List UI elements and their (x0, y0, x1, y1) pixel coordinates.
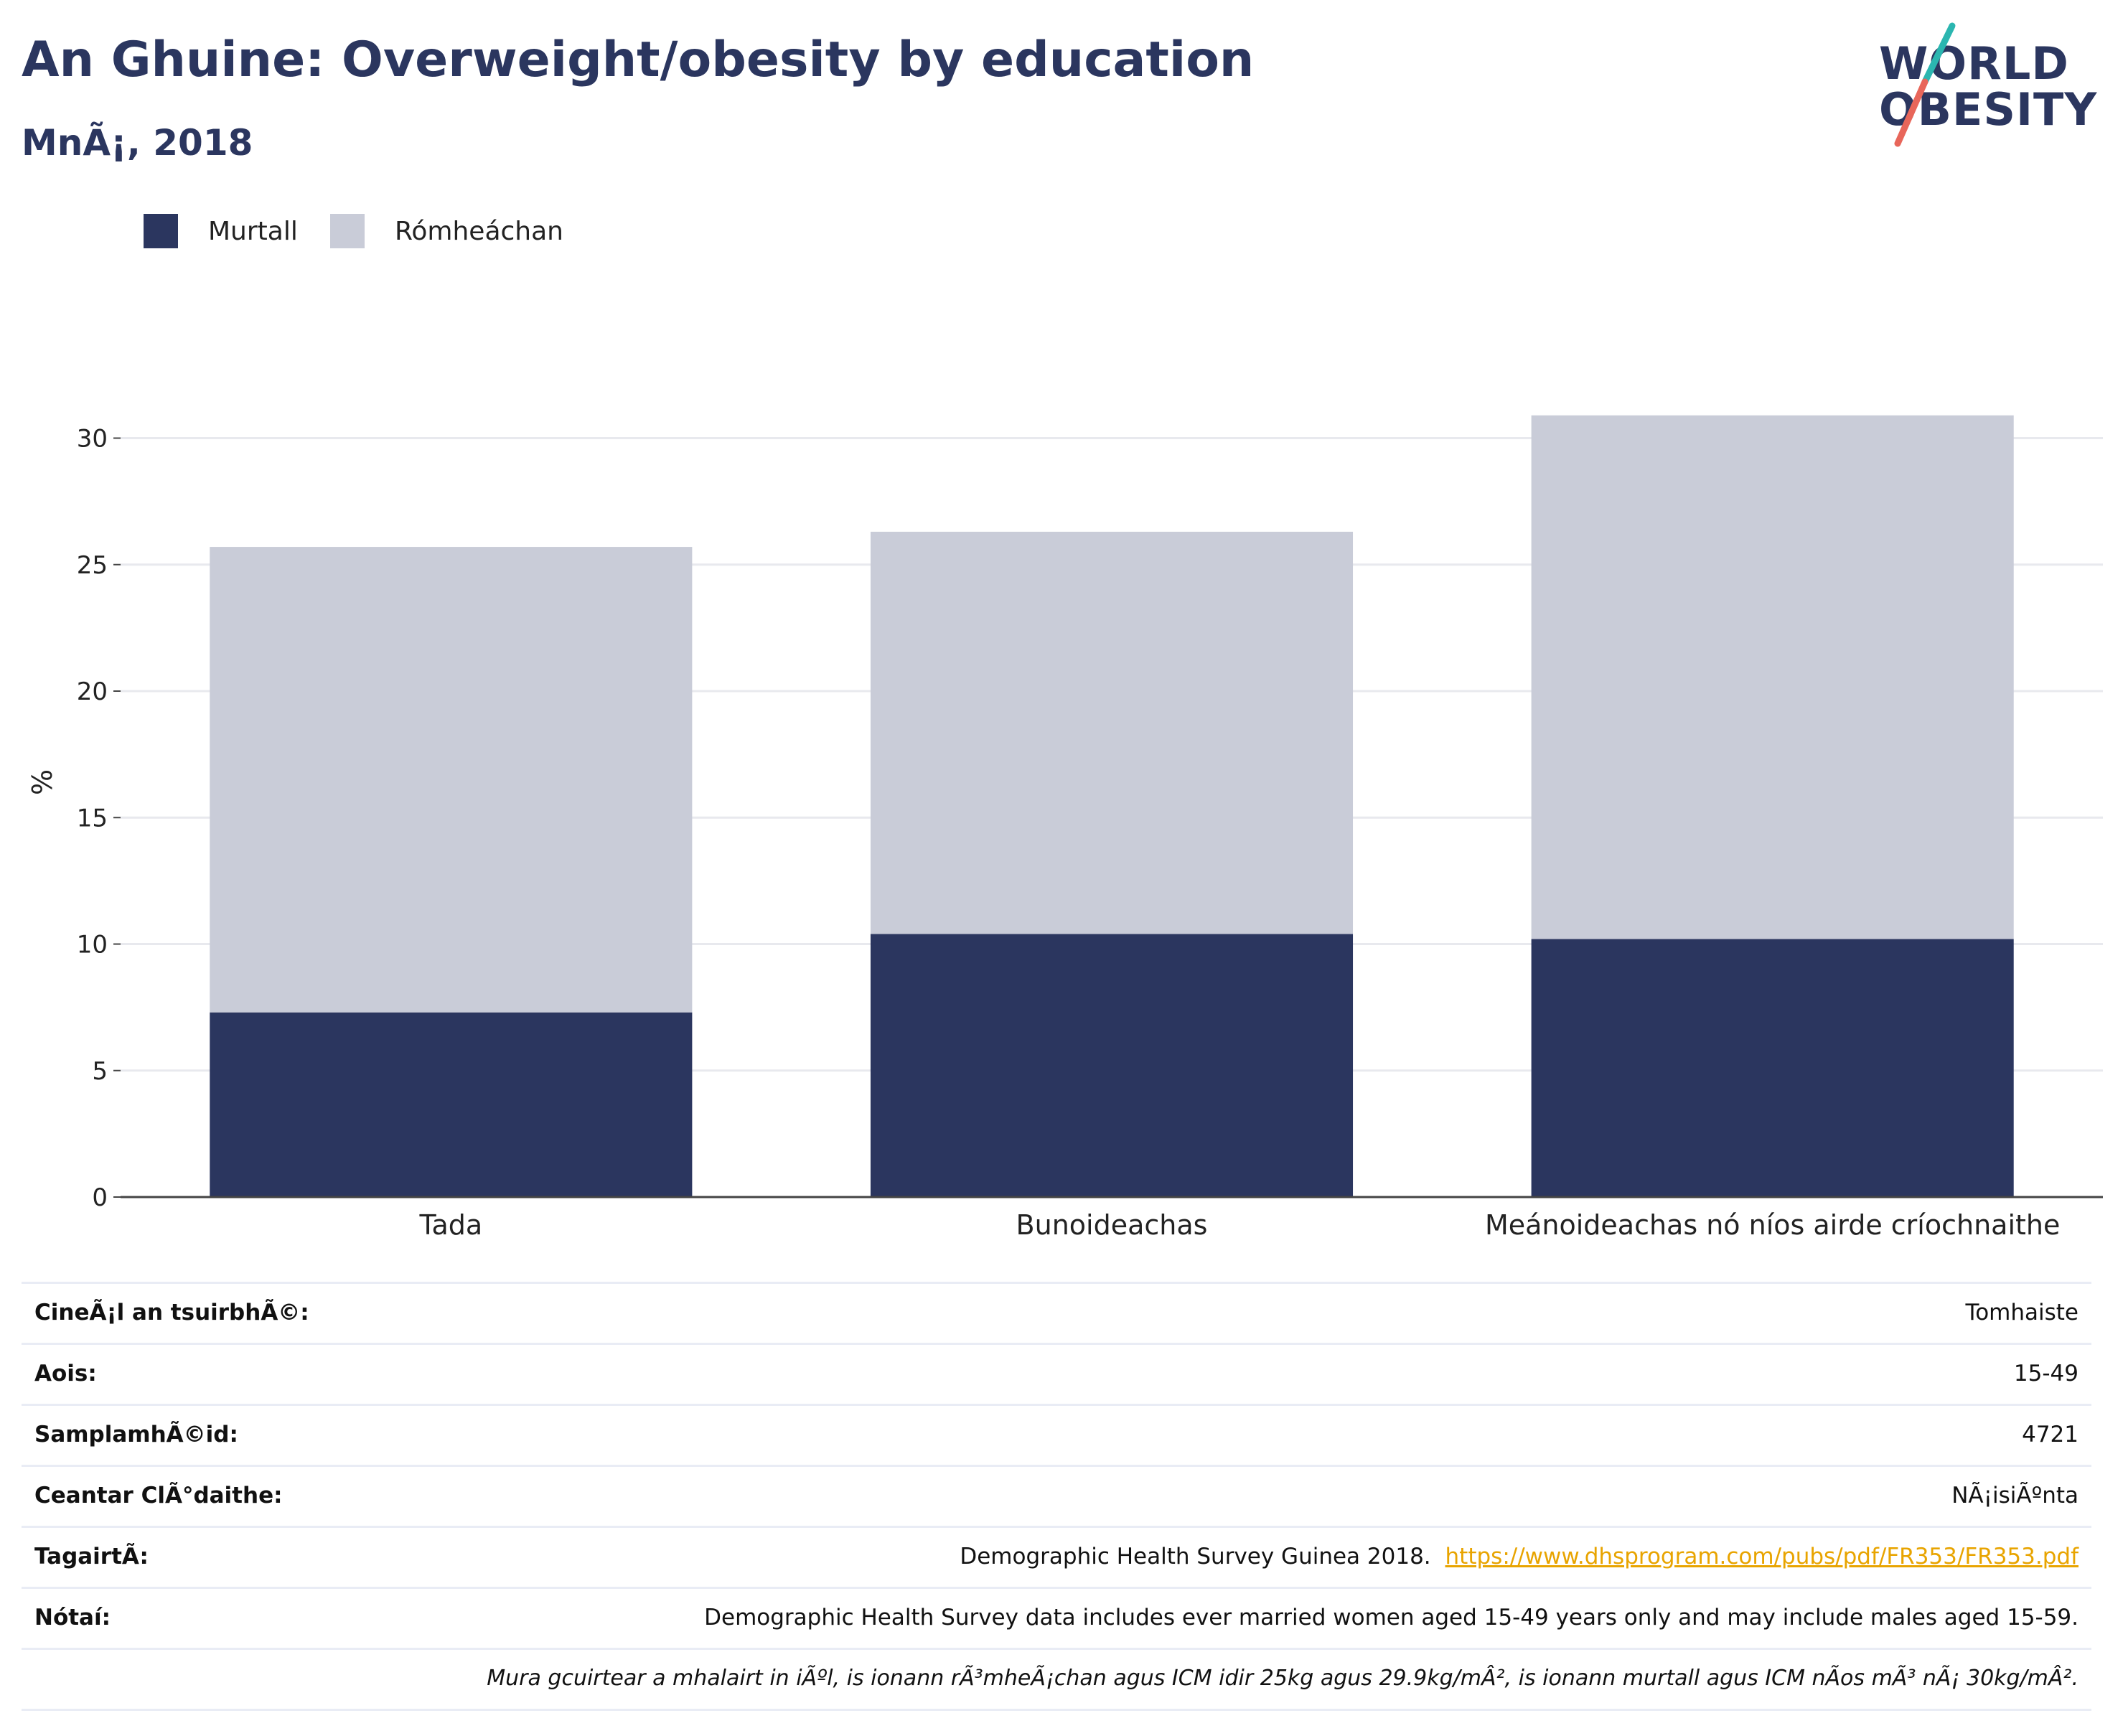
stacked-bar-chart: 0 5 10 15 20 25 30 Tada Bunoideachas Meánoideacha… (27, 415, 2103, 1241)
info-value: NÃ¡isiÃºnta (1951, 1483, 2079, 1509)
legend-label-overweight: Rómheáchan (395, 217, 564, 246)
info-row: CineÃ¡l an tsuirbhÃ©: Tomhaiste (22, 1282, 2091, 1345)
bar-obese (1531, 939, 2014, 1197)
page-subtitle: MnÃ¡, 2018 (22, 122, 253, 164)
bar-overweight (1531, 415, 2014, 939)
info-key: Nótaí: (34, 1605, 111, 1631)
info-row: Ceantar ClÃ°daithe: NÃ¡isiÃºnta (22, 1467, 2091, 1528)
legend-swatch-obese (144, 214, 178, 248)
legend-swatch-overweight (330, 214, 365, 248)
bar-obese (870, 934, 1354, 1197)
y-tick-label: 0 (92, 1183, 108, 1212)
info-value-reference: Demographic Health Survey Guinea 2018. h… (960, 1544, 2079, 1570)
info-key: SamplamhÃ©id: (34, 1422, 238, 1448)
info-key: CineÃ¡l an tsuirbhÃ©: (34, 1300, 309, 1326)
axes: 0 5 10 15 20 25 30 Tada Bunoideachas Meánoideacha… (77, 425, 2103, 1241)
info-value: Demographic Health Survey data includes … (704, 1605, 2079, 1631)
reference-text: Demographic Health Survey Guinea 2018. (960, 1544, 1431, 1570)
y-tick-label: 5 (92, 1057, 108, 1086)
reference-link[interactable]: https://www.dhsprogram.com/pubs/pdf/FR35… (1445, 1544, 2079, 1570)
info-row: Aois: 15-49 (22, 1345, 2091, 1406)
definition-note: Mura gcuirtear a mhalairt in iÃºl, is io… (487, 1666, 2079, 1691)
logo-line-1: WORLD (1879, 37, 2069, 90)
info-row: Nótaí: Demographic Health Survey data in… (22, 1589, 2091, 1650)
y-tick-label: 20 (77, 677, 108, 706)
world-obesity-logo: WORLD OBESITY (1866, 20, 2110, 149)
info-value: 15-49 (2013, 1361, 2079, 1387)
info-key: Ceantar ClÃ°daithe: (34, 1483, 283, 1509)
info-value: 4721 (2022, 1422, 2079, 1448)
survey-info-table: CineÃ¡l an tsuirbhÃ©: Tomhaiste Aois: 15… (22, 1282, 2091, 1711)
x-tick-label: Bunoideachas (1016, 1209, 1208, 1241)
page-title: An Ghuine: Overweight/obesity by educati… (22, 32, 1255, 88)
logo-slash-icon (1894, 22, 1956, 147)
y-tick-label: 30 (77, 425, 108, 454)
y-tick-label: 25 (77, 551, 108, 580)
bar-obese (210, 1012, 693, 1197)
y-tick-label: 15 (77, 804, 108, 832)
info-row: Mura gcuirtear a mhalairt in iÃºl, is io… (22, 1650, 2091, 1711)
info-key: Aois: (34, 1361, 97, 1387)
info-value: Tomhaiste (1965, 1300, 2079, 1326)
x-tick-label: Tada (419, 1209, 483, 1241)
info-row: TagairtÃ: Demographic Health Survey Guin… (22, 1528, 2091, 1589)
y-axis-title: % (27, 769, 58, 795)
bar-overweight (870, 531, 1354, 934)
bar-overweight (210, 547, 693, 1013)
legend-label-obese: Murtall (208, 217, 298, 246)
info-key: TagairtÃ: (34, 1544, 149, 1570)
y-tick-label: 10 (77, 931, 108, 960)
bars (210, 415, 2014, 1197)
info-row: SamplamhÃ©id: 4721 (22, 1406, 2091, 1467)
x-tick-label: Meánoideachas nó níos airde críochnaithe (1485, 1209, 2060, 1241)
